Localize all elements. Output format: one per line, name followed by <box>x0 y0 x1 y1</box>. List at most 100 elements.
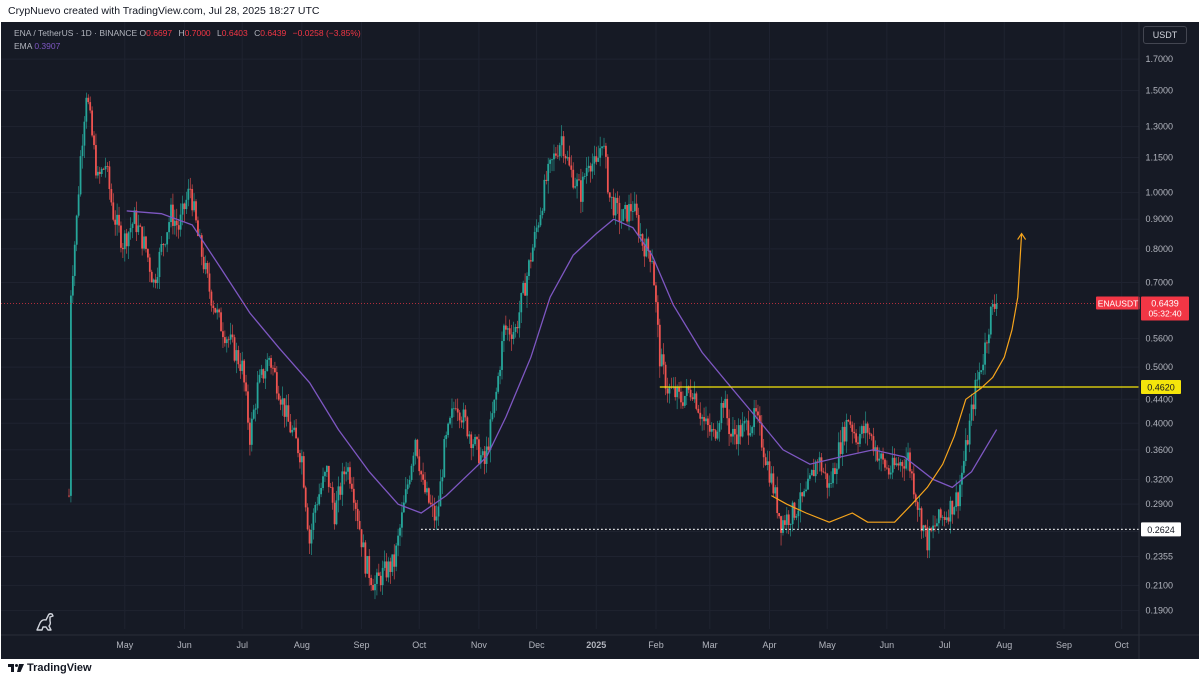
candle <box>718 423 721 432</box>
candle <box>401 512 403 528</box>
candle <box>545 179 548 181</box>
low-label: L <box>217 28 222 38</box>
x-tick-label: Aug <box>996 640 1012 650</box>
candle <box>206 262 209 274</box>
candle <box>635 203 638 215</box>
tradingview-logo[interactable]: TradingView <box>8 662 92 674</box>
chart-panel[interactable] <box>1 22 1199 659</box>
x-tick-label: Aug <box>294 640 310 650</box>
candle <box>912 473 915 495</box>
candle <box>656 302 659 325</box>
candle <box>204 262 207 270</box>
candle <box>345 471 348 475</box>
candle <box>248 422 251 445</box>
candle <box>420 471 423 475</box>
candle <box>758 415 761 424</box>
candle <box>707 418 709 426</box>
candle <box>235 350 238 361</box>
candle <box>354 502 357 509</box>
candle <box>899 462 902 466</box>
candle <box>508 328 511 335</box>
candle <box>695 393 698 409</box>
candle <box>947 517 950 522</box>
candle <box>524 282 526 296</box>
candle <box>984 342 986 365</box>
candle <box>820 457 823 472</box>
candle <box>454 408 457 410</box>
candle <box>970 404 973 421</box>
candle <box>441 477 444 482</box>
tradingview-logo-icon <box>8 664 24 673</box>
candle <box>131 223 134 229</box>
candle <box>335 500 338 525</box>
candle <box>564 155 567 159</box>
price-chart[interactable]: May Jun Jul Aug Sep Oct Nov Dec 2025 Feb Mar Apr May… <box>1 22 1199 659</box>
candle <box>581 176 584 202</box>
candle <box>893 457 896 466</box>
candle <box>793 502 796 518</box>
candle <box>801 492 804 497</box>
candle <box>628 204 630 222</box>
candle <box>150 271 153 283</box>
candle <box>520 292 523 313</box>
currency-button[interactable]: USDT <box>1143 26 1187 44</box>
candle <box>96 171 99 176</box>
candle <box>71 275 74 296</box>
candle <box>732 428 734 437</box>
y-tick-label: 0.9000 <box>1145 214 1173 224</box>
candle <box>102 168 105 170</box>
candle <box>772 473 775 494</box>
candle <box>716 431 719 439</box>
candle <box>137 225 140 233</box>
candle <box>666 388 669 394</box>
candle <box>148 257 151 272</box>
candle <box>416 439 419 457</box>
ema-line <box>126 210 998 514</box>
candle <box>70 295 72 496</box>
candle <box>637 214 640 236</box>
candle <box>212 305 215 309</box>
candle <box>783 520 786 525</box>
candle <box>760 423 763 448</box>
bottom-bar <box>0 659 1200 681</box>
candle <box>720 402 723 424</box>
candle <box>554 153 557 156</box>
candle <box>755 408 757 412</box>
candle <box>955 492 958 508</box>
candle <box>172 204 174 226</box>
candle <box>978 372 981 380</box>
candle <box>443 439 446 478</box>
candle <box>133 210 136 224</box>
candle <box>139 225 142 227</box>
x-tick-label: Oct <box>412 640 427 650</box>
candle <box>939 509 942 518</box>
candle <box>658 324 661 367</box>
candle <box>195 201 197 221</box>
candle <box>350 483 353 489</box>
candle <box>341 471 344 495</box>
candle <box>745 420 748 422</box>
candle <box>312 512 315 530</box>
candle <box>553 153 555 160</box>
candle <box>481 451 484 456</box>
candle <box>270 358 272 368</box>
candle <box>551 159 553 161</box>
candle <box>614 197 617 216</box>
candle <box>387 561 390 578</box>
candle <box>260 369 263 375</box>
candle <box>412 455 415 466</box>
candle <box>974 379 977 410</box>
candle <box>472 444 475 449</box>
candle <box>127 232 130 247</box>
candle <box>402 502 405 513</box>
candle <box>368 556 371 578</box>
candle <box>957 492 960 507</box>
candle <box>835 468 838 475</box>
candle <box>120 225 122 248</box>
candle <box>302 456 305 488</box>
candle <box>89 102 92 111</box>
candle <box>889 472 892 475</box>
symbol-name: ENA / TetherUS · 1D · BINANCE <box>14 28 138 38</box>
candle <box>849 421 852 425</box>
candle <box>468 434 471 437</box>
